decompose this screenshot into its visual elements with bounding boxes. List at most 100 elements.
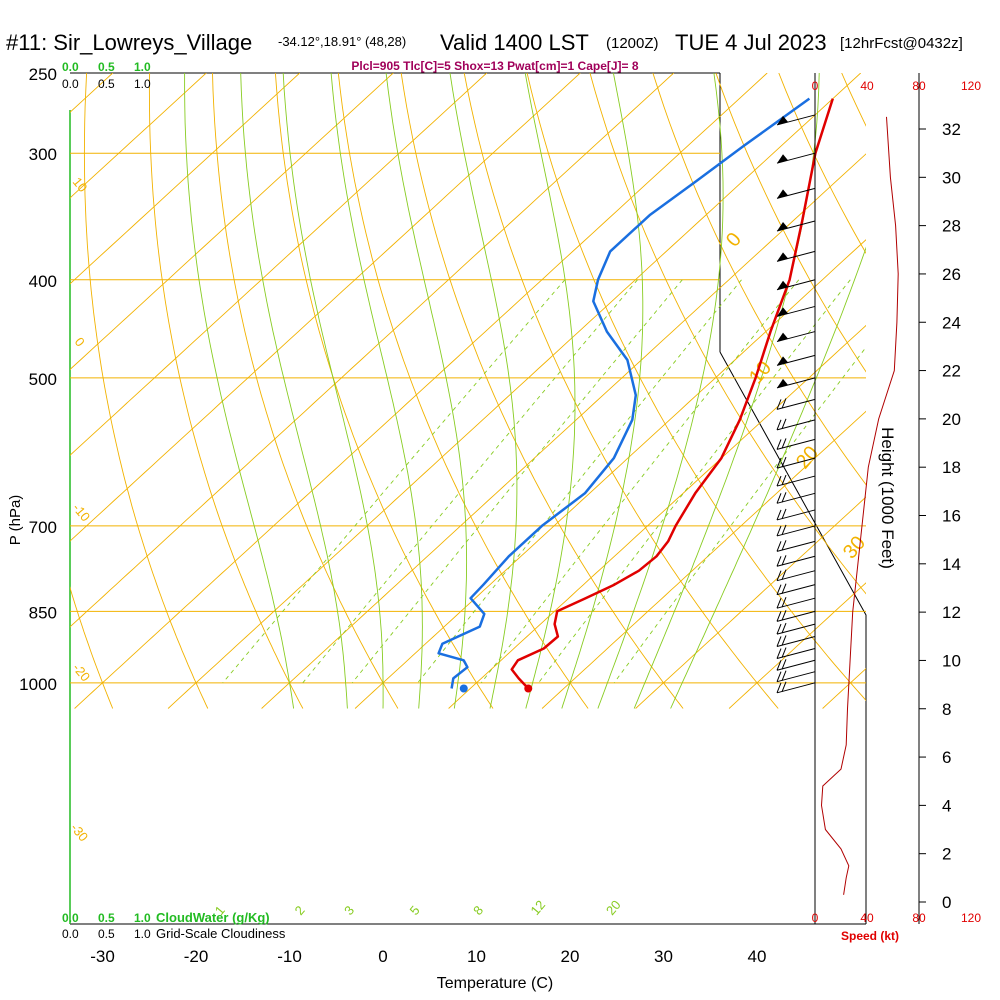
wind-barb-feather [776, 660, 782, 671]
mixing-ratio-label: 20 [603, 897, 624, 918]
pressure-tick-label: 250 [29, 65, 57, 84]
wind-barb-flag [777, 154, 788, 164]
wind-barb-shaft [776, 419, 816, 431]
wind-barb-feather [776, 584, 782, 595]
frame-diagonal [719, 351, 867, 924]
dry-adiabat-line [526, 73, 866, 702]
wind-barb [776, 540, 816, 552]
wind-barb-feather [781, 583, 787, 594]
dry-adiabat-line [463, 73, 779, 709]
wind-barb [776, 279, 816, 291]
dry-adiabat-label: 10 [70, 174, 91, 195]
mixing-ratio-label: 2 [292, 903, 308, 918]
wind-barb [776, 114, 816, 126]
wind-barb-shaft [776, 492, 816, 504]
wind-barb-feather [781, 508, 787, 520]
isotherm-line [167, 73, 862, 709]
wind-barb-feather [781, 492, 787, 503]
wind-barb [776, 597, 816, 609]
isotherm-line [70, 73, 301, 285]
wind-barb-flag [777, 307, 788, 317]
temperature-line [510, 98, 834, 690]
wind-speed-line [820, 116, 899, 895]
wind-barb-shaft [776, 671, 816, 683]
cloud-scale-label: 0.0 [62, 911, 79, 925]
dry-adiabat-line [652, 73, 866, 486]
wind-barb [776, 670, 816, 683]
wind-barb [776, 659, 816, 671]
wind-barb-shaft [776, 377, 816, 389]
utc-time: (1200Z) [606, 35, 659, 52]
surface-marker [459, 684, 468, 693]
cloud-scale-label: 1.0 [134, 60, 151, 74]
wind-barb-flag [777, 115, 788, 125]
height-tick-label: 12 [942, 603, 961, 622]
wind-barb-shaft [776, 659, 816, 671]
wind-barb-feather [776, 439, 782, 450]
moist-adiabat-line [524, 73, 576, 709]
height-tick-label: 4 [942, 796, 951, 815]
dry-adiabat-line [715, 73, 866, 373]
dry-adiabat-line [337, 73, 589, 709]
height-tick-label: 14 [942, 555, 961, 574]
wind-barb-shaft [776, 398, 816, 410]
isotherm-line [261, 153, 866, 709]
wind-barb-feather [776, 457, 782, 469]
wind-barb-feather [781, 524, 787, 536]
temperature-tick-label: 20 [561, 947, 580, 966]
wind-barb-shaft [776, 114, 816, 126]
wind-barb-feather [776, 611, 782, 622]
pressure-tick-label: 300 [29, 145, 57, 164]
wind-barb [776, 398, 816, 410]
forecast-label: [12hrFcst@0432z] [840, 35, 963, 52]
cloud-scale-label: 1.0 [134, 911, 151, 925]
wind-barb [776, 508, 816, 521]
moist-adiabat-line [330, 73, 423, 709]
wind-barb-shaft [776, 220, 816, 232]
height-axis-title: Height (1000 Feet) [878, 427, 897, 569]
isotherm-line [70, 73, 675, 628]
wind-barb-feather [781, 659, 787, 670]
wind-barb-shaft [776, 475, 816, 487]
wind-barb [776, 305, 816, 317]
wind-barb [776, 647, 816, 660]
speed-tick-label-top: 40 [860, 79, 874, 93]
wind-barb-shaft [776, 540, 816, 552]
wind-barb-feather [776, 419, 782, 431]
cloudiness-label: Grid-Scale Cloudiness [156, 926, 286, 941]
height-tick-label: 28 [942, 217, 961, 236]
isotherm-line [635, 496, 866, 709]
isotherm-line [354, 239, 866, 709]
wind-barb-feather [781, 681, 787, 693]
isotherm-line [822, 667, 866, 709]
temperature-tick-label: -20 [184, 947, 209, 966]
wind-barb [776, 220, 816, 232]
wind-barb-shaft [776, 457, 816, 469]
wind-barb-shaft [776, 354, 816, 366]
height-tick-label: 32 [942, 120, 961, 139]
dry-adiabat-label: 0 [72, 334, 88, 349]
height-tick-label: 20 [942, 410, 961, 429]
isotherm-line [0, 73, 19, 709]
dry-adiabat-line [70, 586, 114, 709]
cloud-scale-label: 0.5 [98, 911, 115, 925]
speed-tick-label-bottom: 80 [912, 911, 926, 925]
dry-adiabat-line [83, 73, 209, 709]
pressure-tick-label: 500 [29, 370, 57, 389]
pressure-tick-label: 1000 [19, 675, 57, 694]
wind-barb-shaft [776, 597, 816, 609]
wind-barb-feather [781, 438, 787, 449]
wind-barb-shaft [776, 250, 816, 262]
wind-barb [776, 418, 816, 431]
sounding-params: Plcl=905 Tlc[C]=5 Shox=13 Pwat[cm]=1 Cap… [351, 59, 638, 73]
wind-barb-feather [781, 610, 787, 621]
dry-adiabat-line [589, 73, 866, 595]
valid-time: Valid 1400 LST [440, 30, 589, 55]
wind-barb-feather [781, 597, 787, 608]
pressure-tick-label: 400 [29, 272, 57, 291]
wind-barb-feather [776, 493, 782, 504]
wind-barb-feather [776, 525, 782, 537]
temperature-tick-label: 10 [467, 947, 486, 966]
wind-barb-feather [781, 456, 787, 468]
